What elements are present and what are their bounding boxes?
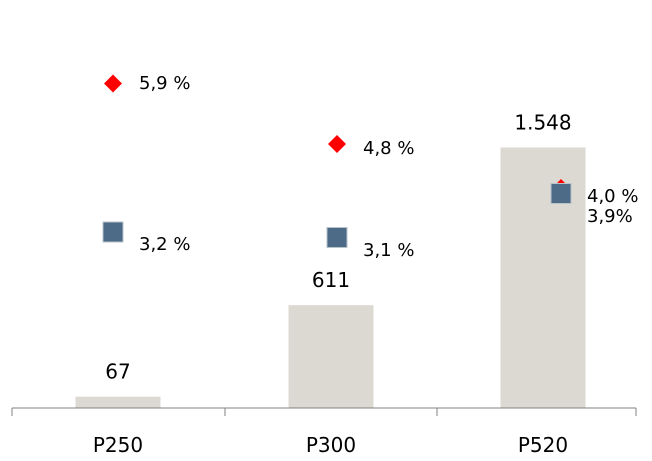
bar-value-label-p300: 611 <box>312 268 350 292</box>
diamond-value-label-p250: 5,9 % <box>139 73 190 94</box>
x-tick-label-p250: P250 <box>93 433 143 457</box>
x-tick-label-p520: P520 <box>518 433 568 457</box>
diamond-value-label-p300: 4,8 % <box>363 138 414 159</box>
bar-p300 <box>288 305 374 408</box>
diamond-value-label-p520: 4,0 % <box>587 186 638 207</box>
square-value-label-p250: 3,2 % <box>139 234 190 255</box>
x-axis: P250 P300 P520 <box>11 407 637 457</box>
x-tick-label-p300: P300 <box>306 433 356 457</box>
square-marker-p520 <box>550 183 572 204</box>
bar-value-label-p250: 67 <box>105 360 130 384</box>
square-marker-p250 <box>102 221 124 243</box>
square-marker-p300 <box>326 227 348 248</box>
bar-p520 <box>500 147 586 408</box>
diamond-marker-p250 <box>104 74 122 93</box>
square-value-label-p520: 3,9% <box>587 206 633 227</box>
diamond-marker-p300 <box>328 135 346 153</box>
bar-value-label-p520: 1.548 <box>514 110 571 134</box>
bar-p250 <box>75 396 161 408</box>
labels-layer: 67 611 1.548 5,9 % 4,8 % 4,0 % 3,2 % 3,1 % 3,9% <box>105 73 638 384</box>
markers-layer <box>102 74 572 248</box>
square-value-label-p300: 3,1 % <box>363 240 414 261</box>
